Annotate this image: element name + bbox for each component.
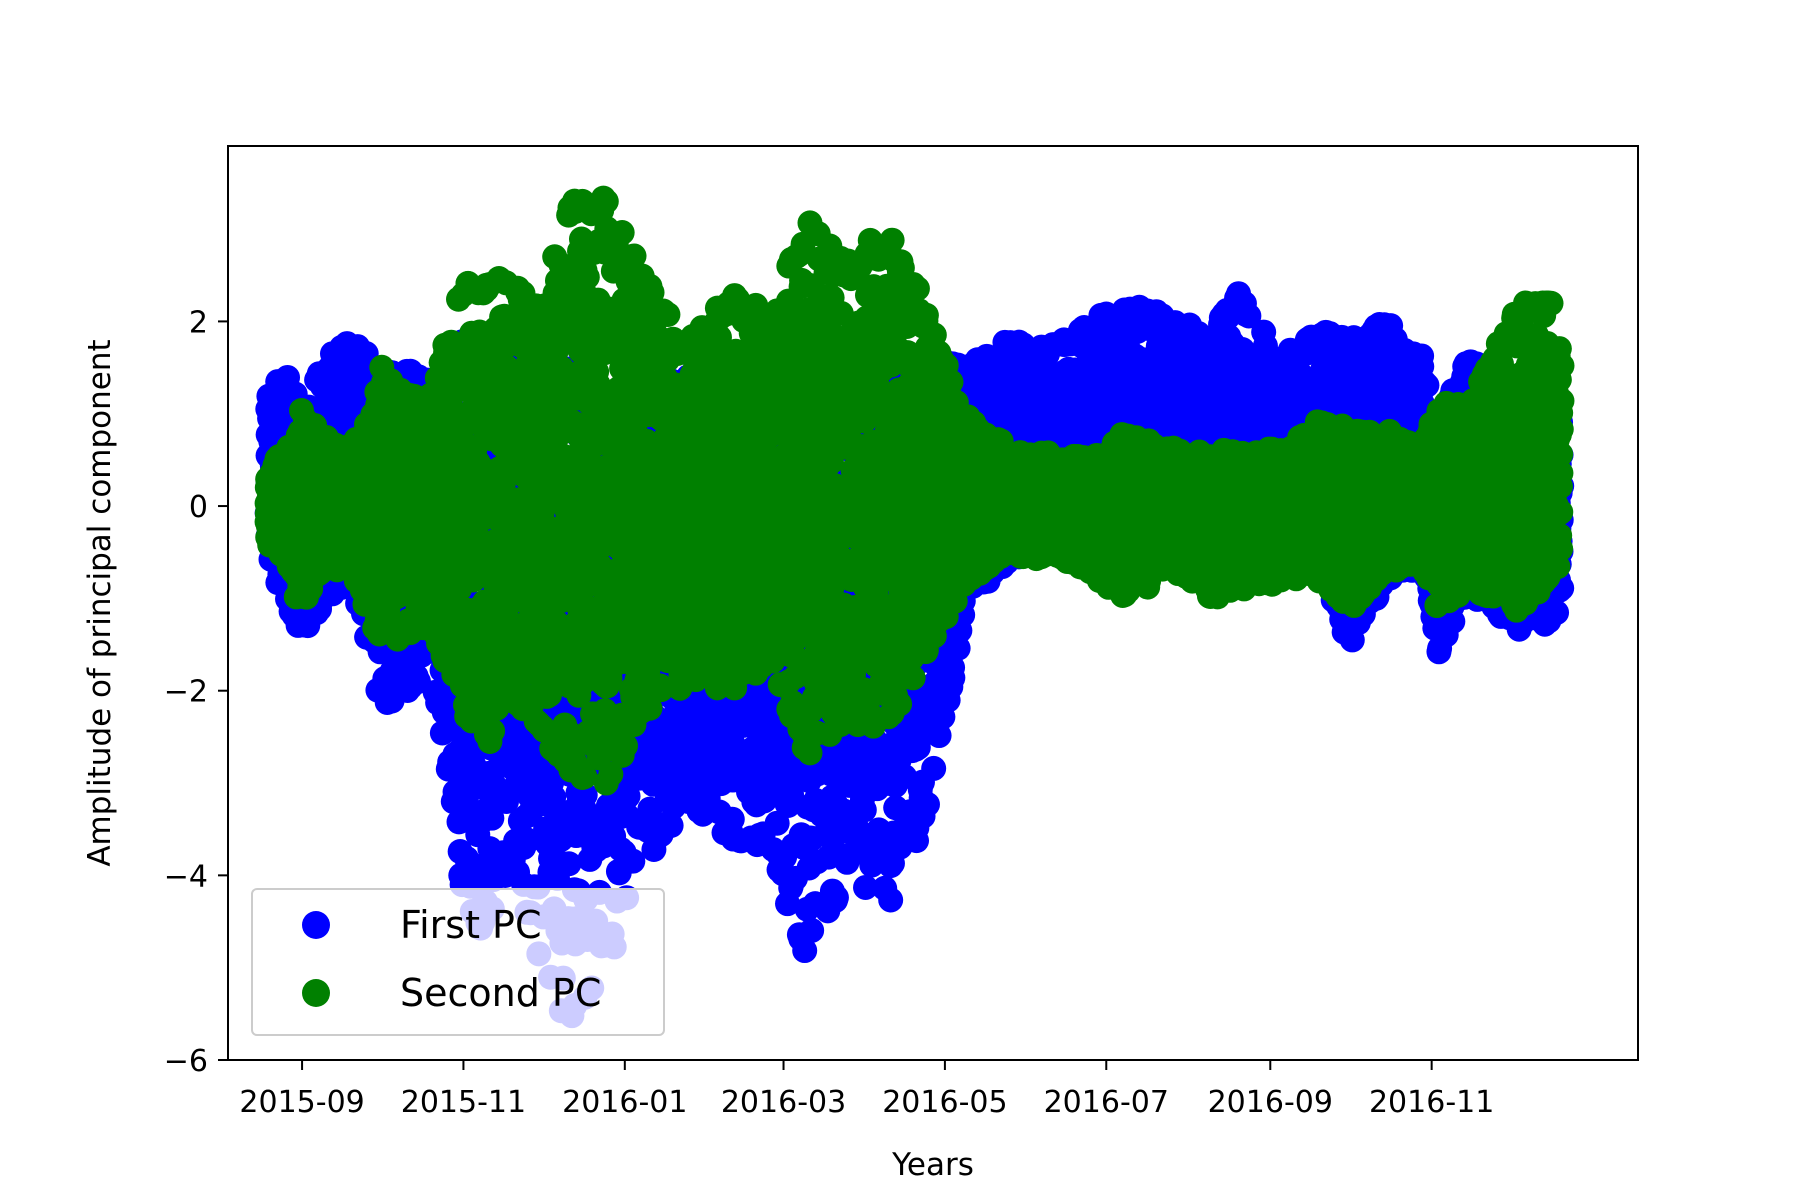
data-point — [515, 828, 541, 854]
data-point — [851, 797, 877, 823]
data-point — [940, 665, 966, 691]
data-point — [556, 851, 582, 877]
data-point — [914, 791, 940, 817]
data-point — [823, 885, 849, 911]
data-point — [615, 783, 641, 809]
data-point — [479, 805, 505, 831]
data-point — [878, 887, 904, 913]
data-point — [799, 917, 825, 943]
data-point — [921, 755, 947, 781]
data-point — [620, 848, 646, 874]
data-points — [254, 185, 1575, 1029]
